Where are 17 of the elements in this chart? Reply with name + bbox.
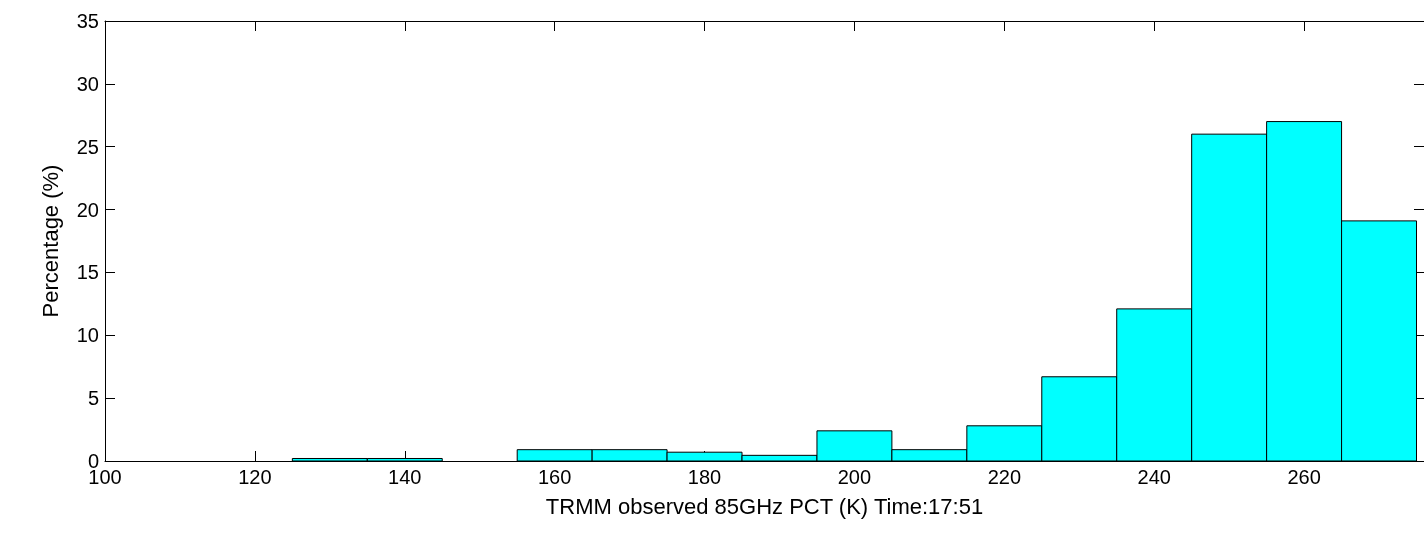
y-axis-title: Percentage (%) — [37, 164, 63, 318]
y-tick-label: 5 — [87, 387, 99, 410]
x-tick-label: 220 — [987, 466, 1022, 488]
x-tick-label: 200 — [837, 466, 872, 488]
y-tick-label: 20 — [76, 198, 99, 221]
x-axis-title: TRMM observed 85GHz PCT (K) Time:17:51 — [545, 493, 984, 519]
y-tick-label: 10 — [76, 324, 99, 347]
x-tick-label: 140 — [388, 466, 422, 488]
x-tick-label: 180 — [687, 466, 722, 488]
y-tick-label: 30 — [76, 72, 99, 95]
x-tick-label: 260 — [1287, 466, 1321, 488]
x-tick-label: 240 — [1137, 466, 1171, 488]
y-tick-label: 25 — [76, 135, 99, 158]
x-tick-label: 160 — [537, 466, 572, 488]
x-tick-label: 120 — [238, 466, 272, 488]
y-tick-label: 35 — [76, 10, 99, 32]
y-tick-label: 15 — [76, 261, 99, 284]
